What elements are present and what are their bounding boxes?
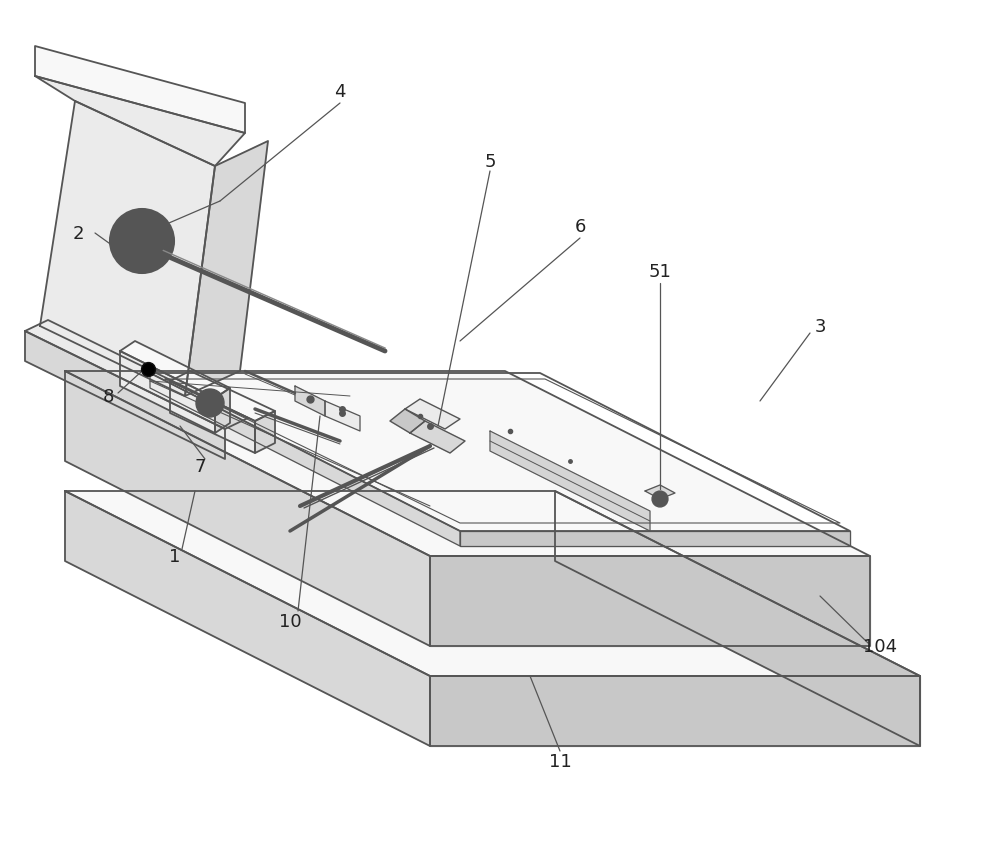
Polygon shape <box>430 676 920 746</box>
Polygon shape <box>645 486 675 499</box>
Polygon shape <box>65 492 430 746</box>
Polygon shape <box>185 142 268 397</box>
Polygon shape <box>255 412 275 454</box>
Circle shape <box>202 395 218 412</box>
Polygon shape <box>170 372 275 422</box>
Polygon shape <box>35 77 245 167</box>
Text: 5: 5 <box>484 152 496 170</box>
Text: 3: 3 <box>814 318 826 336</box>
Polygon shape <box>65 492 920 676</box>
Text: 4: 4 <box>334 83 346 101</box>
Polygon shape <box>170 381 255 454</box>
Polygon shape <box>65 372 870 556</box>
Text: 10: 10 <box>279 612 301 630</box>
Text: 104: 104 <box>863 637 897 655</box>
Polygon shape <box>65 372 430 647</box>
Circle shape <box>120 220 164 263</box>
Polygon shape <box>25 320 248 430</box>
Polygon shape <box>490 431 650 531</box>
Polygon shape <box>555 492 920 746</box>
Circle shape <box>652 492 668 507</box>
Polygon shape <box>25 331 225 460</box>
Polygon shape <box>120 351 215 433</box>
Polygon shape <box>120 342 230 399</box>
Text: 51: 51 <box>649 263 671 281</box>
Polygon shape <box>410 422 465 454</box>
Polygon shape <box>40 102 215 397</box>
Polygon shape <box>390 410 425 433</box>
Polygon shape <box>215 388 230 433</box>
Polygon shape <box>405 400 460 430</box>
Polygon shape <box>35 47 245 133</box>
Circle shape <box>110 210 174 274</box>
Polygon shape <box>295 387 325 417</box>
Text: 1: 1 <box>169 548 181 566</box>
Polygon shape <box>150 374 460 547</box>
Text: 8: 8 <box>102 387 114 406</box>
Polygon shape <box>430 556 870 647</box>
Text: 11: 11 <box>549 753 571 770</box>
Text: 2: 2 <box>72 225 84 243</box>
Text: 7: 7 <box>194 457 206 475</box>
Text: 6: 6 <box>574 218 586 236</box>
Polygon shape <box>460 531 850 547</box>
Circle shape <box>196 389 224 418</box>
Polygon shape <box>325 401 360 431</box>
